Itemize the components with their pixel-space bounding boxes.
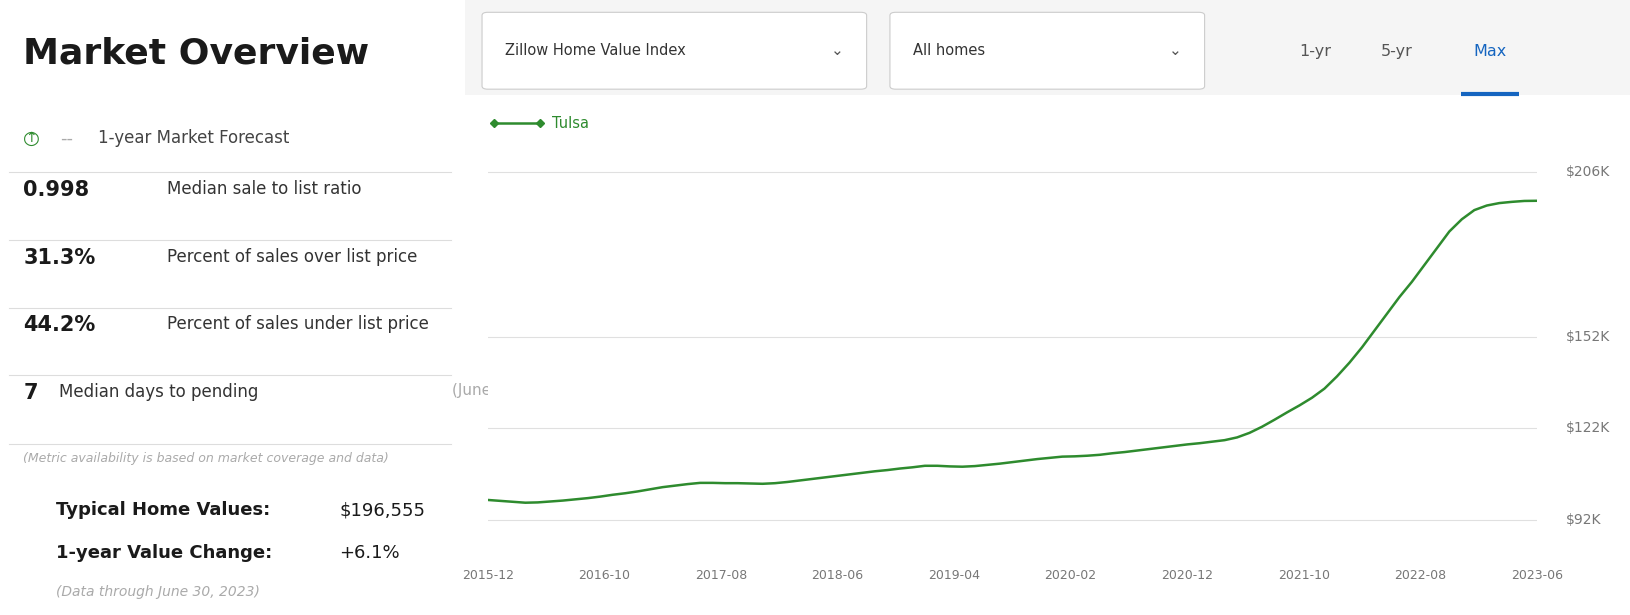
Text: 2023-06: 2023-06: [1511, 569, 1563, 582]
Text: Median days to pending: Median days to pending: [59, 383, 259, 401]
Text: 2021-10: 2021-10: [1278, 569, 1330, 582]
Text: 5-yr: 5-yr: [1381, 44, 1413, 58]
Text: 0.998: 0.998: [23, 180, 90, 200]
Text: ⌄: ⌄: [831, 43, 843, 58]
Text: 2015-12: 2015-12: [461, 569, 513, 582]
Text: ⌄: ⌄: [1169, 43, 1182, 58]
Text: (Data through June 30, 2023): (Data through June 30, 2023): [55, 585, 259, 600]
Text: 1-year Market Forecast: 1-year Market Forecast: [98, 129, 289, 148]
FancyBboxPatch shape: [482, 12, 867, 89]
Text: 44.2%: 44.2%: [23, 315, 96, 336]
Text: Market Overview: Market Overview: [23, 37, 370, 71]
Text: Percent of sales under list price: Percent of sales under list price: [168, 315, 429, 333]
Text: 2016-10: 2016-10: [579, 569, 631, 582]
Text: 2017-08: 2017-08: [694, 569, 747, 582]
Text: 31.3%: 31.3%: [23, 248, 96, 268]
Text: ○: ○: [23, 129, 41, 148]
Text: 7: 7: [23, 383, 37, 403]
Text: 2019-04: 2019-04: [927, 569, 980, 582]
Text: (May 31, 2023): (May 31, 2023): [613, 180, 729, 195]
Text: Median sale to list ratio: Median sale to list ratio: [168, 180, 362, 198]
Text: --: --: [60, 129, 73, 148]
Text: $92K: $92K: [1566, 513, 1601, 527]
Text: 2020-12: 2020-12: [1161, 569, 1213, 582]
Text: 2018-06: 2018-06: [812, 569, 864, 582]
Text: $152K: $152K: [1566, 330, 1610, 344]
Text: Tulsa: Tulsa: [553, 116, 588, 130]
Text: All homes: All homes: [913, 43, 986, 58]
Text: $122K: $122K: [1566, 421, 1610, 435]
Text: 1-year Value Change:: 1-year Value Change:: [55, 544, 279, 562]
Text: Max: Max: [1474, 44, 1506, 58]
Text: (Metric availability is based on market coverage and data): (Metric availability is based on market …: [23, 452, 390, 465]
Text: 2020-02: 2020-02: [1045, 569, 1097, 582]
Text: Zillow Home Value Index: Zillow Home Value Index: [505, 43, 686, 58]
FancyBboxPatch shape: [465, 0, 1630, 95]
FancyBboxPatch shape: [890, 12, 1205, 89]
Text: $196,555: $196,555: [339, 501, 425, 519]
Text: (May 31, 2023): (May 31, 2023): [755, 315, 870, 330]
Text: 1-yr: 1-yr: [1299, 44, 1332, 58]
Text: Typical Home Values:: Typical Home Values:: [55, 501, 275, 519]
Text: +6.1%: +6.1%: [339, 544, 399, 562]
Text: (June 30, 2023): (June 30, 2023): [453, 383, 570, 398]
Text: $206K: $206K: [1566, 165, 1610, 179]
Text: Percent of sales over list price: Percent of sales over list price: [168, 248, 417, 266]
Text: (May 31, 2023): (May 31, 2023): [737, 248, 852, 263]
Text: 2022-08: 2022-08: [1394, 569, 1446, 582]
Text: ↑: ↑: [26, 132, 37, 145]
